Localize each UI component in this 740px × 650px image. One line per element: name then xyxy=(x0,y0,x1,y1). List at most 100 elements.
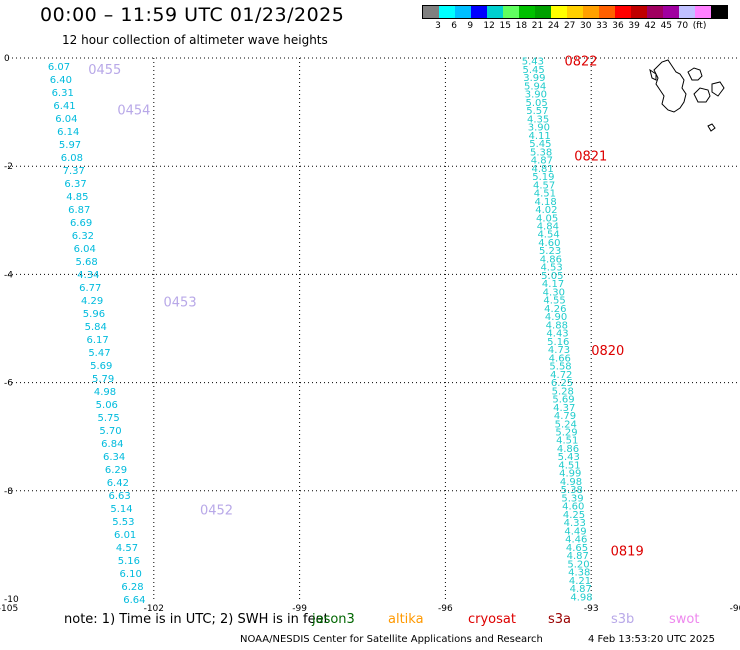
wave-height-value: 4.51 xyxy=(534,189,556,200)
wave-height-value: 6.42 xyxy=(107,478,129,489)
pass-time-label: 0452 xyxy=(200,504,233,519)
pass-time-label: 0821 xyxy=(574,149,607,164)
wave-height-value: 4.02 xyxy=(535,205,557,216)
wave-height-value: 4.66 xyxy=(549,353,571,364)
page-title: 00:00 – 11:59 UTC 01/23/2025 xyxy=(40,4,345,26)
wave-height-value: 6.29 xyxy=(105,465,127,476)
wave-height-value: 5.94 xyxy=(524,81,546,92)
timestamp: 4 Feb 13:53:20 UTC 2025 xyxy=(588,634,715,645)
wave-height-value: 4.35 xyxy=(527,114,549,125)
wave-height-value: 4.98 xyxy=(560,477,582,488)
wave-height-value: 5.05 xyxy=(541,271,563,282)
wave-height-value: 4.30 xyxy=(543,287,565,298)
wave-height-value: 5.69 xyxy=(90,361,112,372)
wave-height-value: 4.85 xyxy=(66,192,88,203)
wave-height-value: 5.39 xyxy=(561,493,583,504)
satellite-name: jason3 xyxy=(312,612,355,627)
wave-height-value: 5.75 xyxy=(98,413,120,424)
pass-time-label: 0820 xyxy=(591,344,624,359)
legend-swatch xyxy=(631,6,647,18)
legend-swatch xyxy=(535,6,551,18)
x-tick-label: -105 xyxy=(0,604,18,614)
legend-label: 18 xyxy=(515,21,528,31)
galapagos-coastline xyxy=(649,59,725,132)
wave-height-value: 4.60 xyxy=(538,238,560,249)
wave-height-value: 4.38 xyxy=(568,568,590,579)
wave-height-value: 4.51 xyxy=(558,460,580,471)
wave-height-value: 4.99 xyxy=(559,469,581,480)
legend-label: 36 xyxy=(612,21,624,31)
island-floreana xyxy=(707,123,716,132)
wave-height-value: 4.57 xyxy=(116,543,138,554)
legend-label: 6 xyxy=(451,21,457,31)
satellite-name: s3b xyxy=(611,612,635,627)
legend-label: 70 xyxy=(676,21,689,31)
legend-label: 21 xyxy=(531,21,544,31)
legend-swatch xyxy=(423,6,439,18)
legend-label: (ft) xyxy=(692,21,707,31)
wave-height-value: 5.43 xyxy=(558,452,580,463)
y-tick-label: -4 xyxy=(4,270,13,280)
wave-height-value: 4.21 xyxy=(569,576,591,587)
wave-height-value: 5.96 xyxy=(83,309,105,320)
wave-height-value: 4.17 xyxy=(542,279,564,290)
wave-height-value: 4.18 xyxy=(534,197,556,208)
wave-height-value: 4.87 xyxy=(567,551,589,562)
wave-height-value: 6.84 xyxy=(101,439,123,450)
legend-swatch xyxy=(647,6,663,18)
wave-height-value: 4.90 xyxy=(545,312,567,323)
color-legend-labels: 3 6 9 12 15 18 21 24 27 30 33 36 39 42 45 70 (ft) xyxy=(422,21,740,33)
wave-height-value: 6.17 xyxy=(86,335,108,346)
wave-height-value: 4.25 xyxy=(563,510,585,521)
wave-height-value: 6.07 xyxy=(48,62,70,73)
wave-height-value: 5.38 xyxy=(530,147,552,158)
satellite-name: altika xyxy=(388,612,424,627)
legend-label: 42 xyxy=(644,21,656,31)
wave-height-value: 4.37 xyxy=(553,403,575,414)
wave-height-value: 6.40 xyxy=(50,75,72,86)
wave-height-value: 5.20 xyxy=(567,559,589,570)
wave-height-value: 5.84 xyxy=(85,322,107,333)
wave-height-value: 4.49 xyxy=(564,526,586,537)
pass-time-label: 0822 xyxy=(564,55,597,70)
legend-label: 39 xyxy=(628,21,640,31)
wave-height-value: 3.90 xyxy=(528,123,550,134)
wave-height-value: 4.29 xyxy=(81,296,103,307)
wave-height-value: 5.14 xyxy=(110,504,132,515)
legend-swatch xyxy=(471,6,487,18)
y-tick-label: -10 xyxy=(4,595,19,605)
wave-height-value: 5.05 xyxy=(525,98,547,109)
wave-tracks: 6.07 6.40 6.31 6.41 6.04 6.14 5.97 6.08 7.37 6.37… xyxy=(48,57,593,606)
wave-height-value: 4.98 xyxy=(94,387,116,398)
x-tick-label: -99 xyxy=(292,604,307,614)
wave-height-value: 4.79 xyxy=(554,411,576,422)
wave-height-value: 5.57 xyxy=(526,106,548,117)
wave-height-value: 3.99 xyxy=(523,73,545,84)
island-san-cristobal xyxy=(711,81,725,97)
wave-height-value: 5.79 xyxy=(92,374,114,385)
wave-height-value: 6.04 xyxy=(74,244,96,255)
wave-height-value: 5.47 xyxy=(88,348,110,359)
pass-time-label: 0454 xyxy=(117,103,150,118)
grid-lines xyxy=(8,57,737,599)
wave-height-value: 5.16 xyxy=(118,556,140,567)
legend-label: 3 xyxy=(435,21,441,31)
wave-height-value: 7.37 xyxy=(63,166,85,177)
legend-label: 15 xyxy=(499,21,511,31)
wave-height-value: 5.69 xyxy=(552,395,574,406)
legend-swatch xyxy=(551,6,567,18)
wave-height-value: 6.25 xyxy=(551,378,573,389)
wave-height-value: 4.51 xyxy=(556,436,578,447)
wave-height-value: 6.41 xyxy=(53,101,75,112)
legend-label: 30 xyxy=(580,21,592,31)
wave-height-value: 5.97 xyxy=(59,140,81,151)
credit-line: NOAA/NESDIS Center for Satellite Applica… xyxy=(240,634,543,645)
wave-height-value: 4.46 xyxy=(565,535,587,546)
legend-swatch xyxy=(711,6,727,18)
legend-swatch xyxy=(615,6,631,18)
wave-height-value: 4.86 xyxy=(540,254,562,265)
y-tick-label: -6 xyxy=(4,379,13,389)
legend-label: 9 xyxy=(467,21,474,31)
